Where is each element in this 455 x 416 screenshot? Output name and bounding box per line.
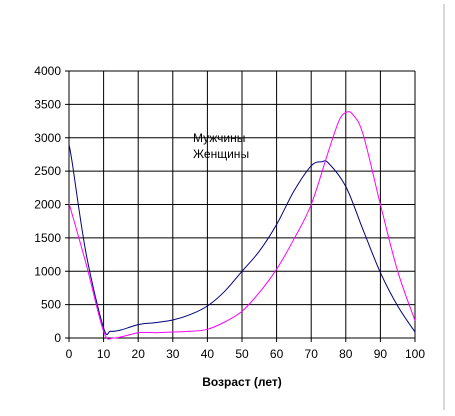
y-tick-label-3: 1500 — [34, 231, 61, 245]
x-tick-label-2: 20 — [132, 347, 146, 361]
y-tick-label-4: 2000 — [34, 198, 61, 212]
y-tick-label-2: 1000 — [34, 264, 61, 278]
x-axis-title: Возраст (лет) — [202, 375, 282, 389]
x-tick-label-8: 80 — [339, 347, 353, 361]
y-tick-label-6: 3000 — [34, 131, 61, 145]
legend-label-women: Женщины — [193, 147, 249, 161]
x-tick-label-5: 50 — [235, 347, 249, 361]
y-tick-label-1: 500 — [41, 298, 61, 312]
x-tick-label-1: 10 — [97, 347, 111, 361]
legend: Мужчины Женщины — [193, 131, 249, 161]
series-line-women — [68, 111, 416, 340]
y-tick-labels: 0 500 1000 1500 2000 2500 3000 3500 4000 — [34, 64, 61, 345]
x-tick-label-10: 100 — [405, 347, 425, 361]
x-tick-label-6: 60 — [270, 347, 284, 361]
series-layer — [68, 111, 416, 340]
x-tick-labels: 0 10 20 30 40 50 60 70 80 90 100 — [66, 347, 426, 361]
y-tick-label-7: 3500 — [34, 97, 61, 111]
legend-label-men: Мужчины — [193, 131, 245, 145]
x-tick-label-9: 90 — [374, 347, 388, 361]
x-tick-label-3: 30 — [166, 347, 180, 361]
series-line-men — [68, 144, 416, 336]
y-tick-label-0: 0 — [54, 331, 61, 345]
x-tick-label-7: 70 — [305, 347, 319, 361]
x-tick-label-0: 0 — [66, 347, 73, 361]
x-tick-label-4: 40 — [201, 347, 215, 361]
y-tick-label-5: 2500 — [34, 164, 61, 178]
y-tick-label-8: 4000 — [34, 64, 61, 78]
